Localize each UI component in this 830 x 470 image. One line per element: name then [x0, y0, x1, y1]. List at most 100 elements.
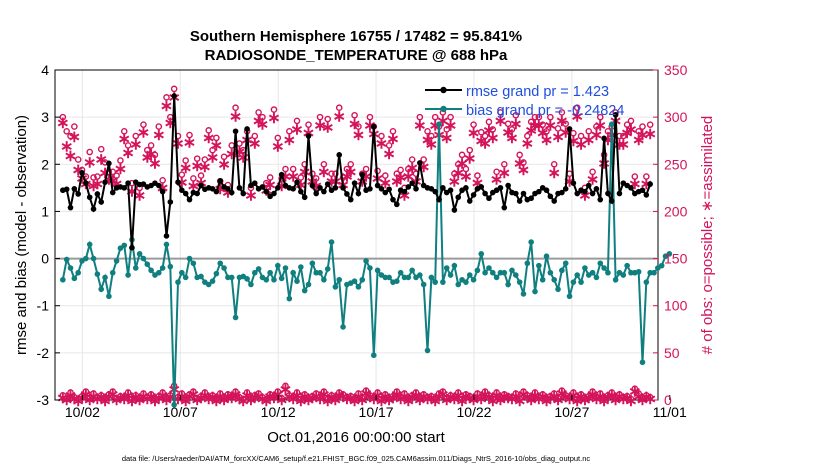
- rmse-point: [213, 188, 220, 195]
- y-axis-label-right: # of obs: o=possible; ∗=assimilated: [699, 116, 716, 355]
- y-tick-label-left: 2: [41, 156, 49, 172]
- obs-bottom-assimilated-marker: ∗: [244, 392, 257, 409]
- bias-point: [106, 293, 112, 300]
- obs-possible-marker: [113, 172, 120, 179]
- obs-possible-marker: [347, 160, 355, 168]
- rmse-point: [125, 180, 131, 186]
- bias-point: [213, 270, 220, 277]
- obs-possible-marker: [420, 156, 427, 163]
- rmse-point: [225, 186, 231, 192]
- obs-possible-marker: [497, 109, 504, 116]
- footnote: data file: /Users/raeder/DAI/ATM_forcXX/…: [122, 454, 591, 463]
- obs-possible-marker: [197, 172, 205, 179]
- bias-point: [286, 295, 293, 302]
- obs-bottom-possible-marker: [136, 394, 143, 402]
- rmse-point: [574, 190, 581, 197]
- bias-point: [497, 269, 504, 276]
- obs-possible-marker: [623, 121, 631, 128]
- rmse-point: [228, 189, 235, 196]
- obs-bottom-possible-marker: [282, 382, 289, 390]
- obs-possible-marker: [274, 134, 282, 142]
- bias-point: [470, 276, 477, 283]
- rmse-point: [470, 192, 477, 198]
- obs-possible-marker: [524, 132, 531, 140]
- bias-point: [267, 269, 273, 276]
- bias-point: [190, 260, 197, 267]
- obs-bottom-assimilated-marker: ∗: [475, 391, 488, 408]
- rmse-point: [140, 181, 147, 187]
- obs-bottom-possible-marker: [573, 395, 581, 403]
- obs-assimilated-marker: ∗: [405, 160, 418, 177]
- bias-point: [294, 278, 300, 285]
- obs-bottom-assimilated-marker: ∗: [455, 393, 468, 410]
- y-tick-label-right: 300: [664, 109, 688, 125]
- obs-assimilated-marker: ∗: [344, 164, 357, 181]
- obs-bottom-assimilated-marker: ∗: [521, 389, 534, 406]
- obs-assimilated-marker: ∗: [114, 161, 127, 178]
- obs-bottom-assimilated-marker: ∗: [417, 388, 430, 405]
- obs-possible-marker: [366, 113, 374, 121]
- bias-point: [639, 359, 646, 366]
- rmse-point: [482, 190, 488, 197]
- obs-assimilated-marker: ∗: [252, 113, 265, 130]
- obs-assimilated-marker: ∗: [198, 159, 211, 176]
- obs-bottom-possible-marker: [381, 391, 389, 398]
- obs-possible-marker: [558, 109, 566, 116]
- obs-bottom-assimilated-marker: ∗: [56, 390, 69, 407]
- rmse-point: [129, 244, 135, 251]
- obs-bottom-assimilated-marker: ∗: [413, 392, 426, 409]
- rmse-point: [463, 185, 469, 191]
- obs-bottom-assimilated-marker: ∗: [102, 388, 115, 405]
- obs-bottom-possible-marker: [477, 393, 485, 401]
- rmse-line: [62, 95, 652, 248]
- rmse-point: [267, 193, 273, 200]
- bias-point: [370, 352, 377, 359]
- rmse-point: [585, 182, 592, 189]
- obs-bottom-assimilated-marker: ∗: [210, 393, 223, 410]
- obs-bottom-assimilated-marker: ∗: [148, 393, 161, 410]
- obs-assimilated-marker: ∗: [486, 130, 499, 147]
- obs-possible-marker: [209, 146, 216, 154]
- rmse-point: [570, 180, 577, 186]
- obs-bottom-assimilated-marker: ∗: [624, 393, 637, 410]
- bias-point: [83, 255, 89, 262]
- obs-bottom-assimilated-marker: ∗: [597, 393, 610, 410]
- obs-bottom-assimilated-marker: ∗: [586, 386, 599, 403]
- obs-bottom-possible-marker: [558, 387, 566, 394]
- bias-point: [574, 272, 581, 278]
- bias-point: [255, 266, 262, 272]
- obs-bottom-assimilated-marker: ∗: [98, 393, 111, 410]
- obs-possible-marker: [428, 132, 435, 140]
- rmse-point: [83, 180, 89, 186]
- obs-bottom-assimilated-marker: ∗: [83, 392, 96, 409]
- obs-possible-marker: [489, 126, 497, 133]
- rmse-point: [194, 190, 200, 197]
- rmse-point: [501, 204, 508, 211]
- obs-assimilated-marker: ∗: [524, 122, 537, 139]
- bias-point: [340, 324, 346, 330]
- obs-bottom-assimilated-marker: ∗: [183, 388, 196, 405]
- obs-bottom-assimilated-marker: ∗: [402, 393, 415, 410]
- obs-bottom-assimilated-marker: ∗: [459, 388, 472, 405]
- bias-point: [543, 253, 550, 260]
- obs-bottom-assimilated-marker: ∗: [444, 389, 457, 406]
- obs-possible-marker: [405, 165, 412, 173]
- obs-bottom-assimilated-marker: ∗: [482, 389, 495, 406]
- obs-possible-marker: [627, 117, 635, 125]
- obs-possible-marker: [282, 165, 289, 173]
- obs-bottom-assimilated-marker: ∗: [344, 390, 357, 407]
- y-axis-label-left: rmse and bias (model - observation): [13, 115, 30, 355]
- obs-bottom-possible-marker: [593, 393, 600, 401]
- obs-assimilated-marker: ∗: [244, 187, 257, 204]
- obs-bottom-assimilated-marker: ∗: [313, 391, 326, 408]
- obs-bottom-assimilated-marker: ∗: [198, 387, 211, 404]
- bias-point: [555, 286, 561, 293]
- rmse-point: [593, 186, 600, 192]
- obs-possible-marker: [646, 121, 654, 128]
- y-tick-label-left: 4: [41, 62, 49, 78]
- obs-bottom-possible-marker: [343, 393, 351, 401]
- rmse-point: [324, 181, 331, 187]
- obs-assimilated-marker: ∗: [68, 129, 81, 146]
- obs-bottom-assimilated-marker: ∗: [175, 388, 188, 405]
- obs-assimilated-marker: ∗: [409, 173, 422, 190]
